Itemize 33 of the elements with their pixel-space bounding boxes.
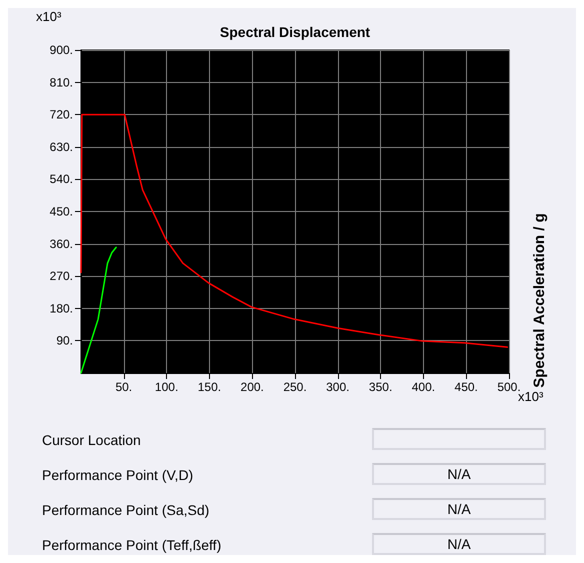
line-series xyxy=(80,246,117,374)
y-tick-label: 90. xyxy=(56,334,73,348)
y-tick-label: 720. xyxy=(50,108,73,122)
text-field: N/A xyxy=(372,463,546,485)
x-tick-label: 100. xyxy=(154,380,178,394)
text: Performance Point (V,D) xyxy=(42,467,194,483)
y-tick-label: 810. xyxy=(50,75,73,90)
text: x10³ xyxy=(36,9,62,24)
x-tick-label: 150. xyxy=(198,380,222,394)
x-tick-label: 50. xyxy=(115,380,132,394)
y-tick-label: 180. xyxy=(50,301,73,316)
x-tick-label: 350. xyxy=(368,380,392,394)
line-series xyxy=(80,114,508,348)
x-tick-label: 500. xyxy=(497,380,521,394)
text-field: N/A xyxy=(372,498,546,520)
x-tick-label: 250. xyxy=(283,380,307,394)
text: x10³ xyxy=(518,389,544,404)
x-tick-label: 200. xyxy=(240,380,264,394)
text-field: N/A xyxy=(372,533,546,555)
text: Performance Point (Teff,ßeff) xyxy=(42,537,222,553)
y-tick-label: 450. xyxy=(50,204,73,218)
y-tick-label: 630. xyxy=(50,140,73,154)
chart-title: Spectral Displacement xyxy=(220,24,370,40)
text: Cursor Location xyxy=(42,432,141,448)
y-tick-label: 360. xyxy=(50,236,73,251)
y-axis-title: Spectral Acceleration / g xyxy=(531,213,548,388)
x-tick-label: 450. xyxy=(454,380,478,394)
y-tick-label: 540. xyxy=(50,172,73,186)
y-tick-label: 270. xyxy=(50,269,73,284)
x-tick-label: 400. xyxy=(412,380,436,394)
y-tick-label: 900. xyxy=(50,43,73,57)
text: Performance Point (Sa,Sd) xyxy=(42,502,210,518)
x-tick-label: 300. xyxy=(326,380,350,394)
